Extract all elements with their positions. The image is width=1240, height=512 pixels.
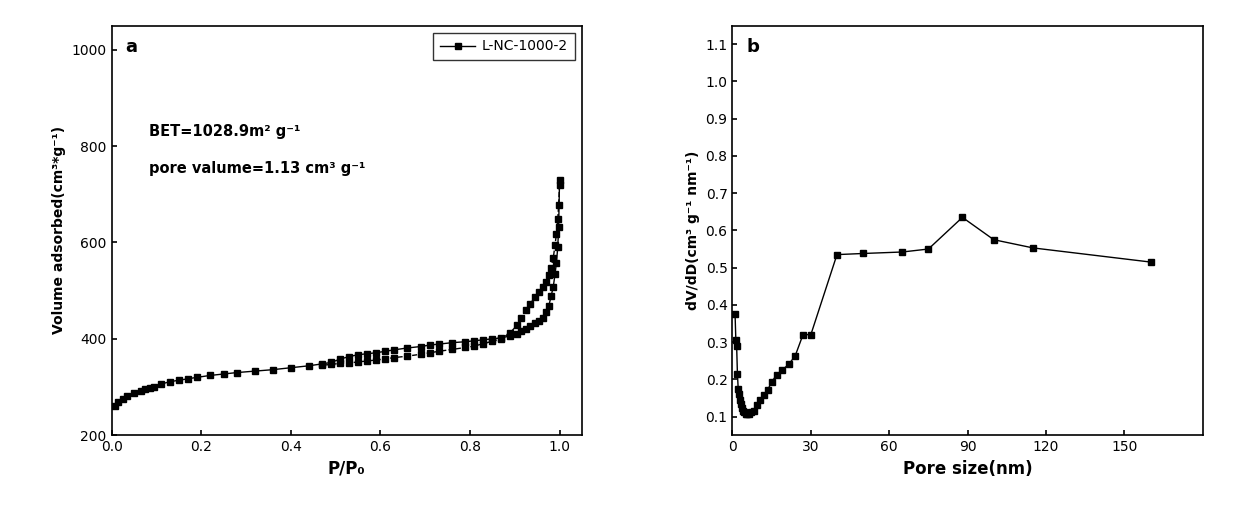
- Text: b: b: [746, 38, 759, 56]
- L-NC-1000-2: [485, 336, 500, 342]
- Y-axis label: dV/dD(cm³ g⁻¹ nm⁻¹): dV/dD(cm³ g⁻¹ nm⁻¹): [686, 151, 699, 310]
- L-NC-1000-2: [494, 335, 508, 341]
- L-NC-1000-2: [552, 177, 567, 183]
- X-axis label: Pore size(nm): Pore size(nm): [903, 460, 1033, 478]
- Text: pore valume=1.13 cm³ g⁻¹: pore valume=1.13 cm³ g⁻¹: [149, 161, 366, 176]
- Y-axis label: Volume adsorbed(cm³*g⁻¹): Volume adsorbed(cm³*g⁻¹): [52, 126, 66, 334]
- Text: a: a: [125, 38, 138, 56]
- L-NC-1000-2: [115, 396, 130, 402]
- Legend: L-NC-1000-2: L-NC-1000-2: [433, 33, 575, 60]
- L-NC-1000-2: [120, 393, 135, 399]
- X-axis label: P/P₀: P/P₀: [327, 460, 366, 478]
- L-NC-1000-2: [108, 403, 123, 410]
- L-NC-1000-2: [216, 371, 231, 377]
- Line: L-NC-1000-2: L-NC-1000-2: [112, 177, 563, 410]
- L-NC-1000-2: [341, 354, 356, 360]
- Text: BET=1028.9m² g⁻¹: BET=1028.9m² g⁻¹: [149, 124, 301, 139]
